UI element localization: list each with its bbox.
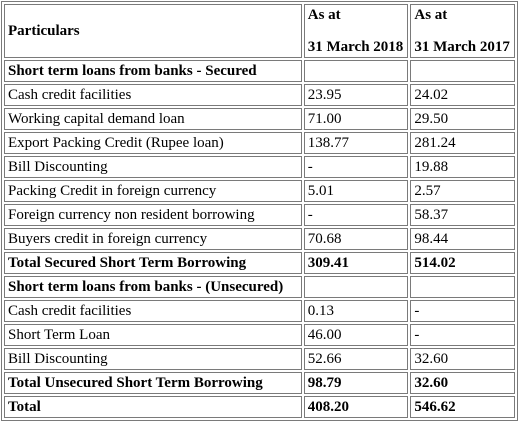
table-body: Particulars As at 31 March 2018 As at 31… [4, 4, 515, 418]
table-row: Export Packing Credit (Rupee loan) 138.77… [4, 132, 515, 154]
value-2017: - [410, 300, 515, 322]
table-row-heading: Total 408.20 546.62 [4, 396, 515, 418]
value-2018: - [303, 156, 409, 178]
table-row: Packing Credit in foreign currency 5.01 2.… [4, 180, 515, 202]
row-label: Total [4, 396, 302, 418]
value-2017: 19.88 [410, 156, 515, 178]
row-label: Cash credit facilities [4, 300, 302, 322]
value-2017: 281.24 [410, 132, 515, 154]
row-label: Working capital demand loan [4, 108, 302, 130]
value-2017: 98.44 [410, 228, 515, 250]
table-row: Working capital demand loan 71.00 29.50 [4, 108, 515, 130]
header-2017: As at 31 March 2017 [410, 4, 515, 58]
value-2017 [410, 276, 515, 298]
value-2018 [303, 60, 409, 82]
table-row: Cash credit facilities 0.13- [4, 300, 515, 322]
value-2018: 52.66 [303, 348, 409, 370]
value-2018: 309.41 [303, 252, 409, 274]
header-2017-line2: 31 March 2017 [414, 39, 510, 55]
value-2018: 71.00 [303, 108, 409, 130]
value-2017 [410, 60, 515, 82]
value-2017: 29.50 [410, 108, 515, 130]
table-row: Short Term Loan 46.00- [4, 324, 515, 346]
row-label: Cash credit facilities [4, 84, 302, 106]
value-2018 [303, 276, 409, 298]
table-row-heading: Short term loans from banks - Secured [4, 60, 515, 82]
table-row: Bill Discounting -19.88 [4, 156, 515, 178]
table-row-heading: Total Unsecured Short Term Borrowing 98.7… [4, 372, 515, 394]
table-row-heading: Short term loans from banks - (Unsecured… [4, 276, 515, 298]
row-label: Bill Discounting [4, 348, 302, 370]
value-2018: 98.79 [303, 372, 409, 394]
table-row: Bill Discounting 52.66 32.60 [4, 348, 515, 370]
value-2017: 32.60 [410, 348, 515, 370]
table-row-heading: Total Secured Short Term Borrowing 309.41… [4, 252, 515, 274]
row-label: Bill Discounting [4, 156, 302, 178]
value-2017: 24.02 [410, 84, 515, 106]
value-2018: 0.13 [303, 300, 409, 322]
value-2018: 408.20 [303, 396, 409, 418]
value-2017: 32.60 [410, 372, 515, 394]
header-2017-line1: As at [414, 7, 448, 23]
row-label: Foreign currency non resident borrowing [4, 204, 302, 226]
header-2018-line2: 31 March 2018 [307, 39, 404, 55]
row-label: Total Unsecured Short Term Borrowing [4, 372, 302, 394]
table-row: Foreign currency non resident borrowing -… [4, 204, 515, 226]
value-2017: 546.62 [410, 396, 515, 418]
value-2018: 46.00 [303, 324, 409, 346]
header-row: Particulars As at 31 March 2018 As at 31… [4, 4, 515, 58]
row-label: Buyers credit in foreign currency [4, 228, 302, 250]
header-2018: As at 31 March 2018 [303, 4, 409, 58]
row-label: Total Secured Short Term Borrowing [4, 252, 302, 274]
value-2018: 138.77 [303, 132, 409, 154]
value-2017: 2.57 [410, 180, 515, 202]
value-2018: 70.68 [303, 228, 409, 250]
row-label: Packing Credit in foreign currency [4, 180, 302, 202]
row-label: Short Term Loan [4, 324, 302, 346]
header-particulars: Particulars [4, 4, 302, 58]
value-2017: 514.02 [410, 252, 515, 274]
value-2017: - [410, 324, 515, 346]
value-2017: 58.37 [410, 204, 515, 226]
table-row: Buyers credit in foreign currency 70.68 98… [4, 228, 515, 250]
value-2018: 23.95 [303, 84, 409, 106]
value-2018: - [303, 204, 409, 226]
row-label: Export Packing Credit (Rupee loan) [4, 132, 302, 154]
header-2018-line1: As at [307, 7, 341, 23]
row-label: Short term loans from banks - Secured [4, 60, 302, 82]
table-row: Cash credit facilities 23.95 24.02 [4, 84, 515, 106]
row-label: Short term loans from banks - (Unsecured… [4, 276, 302, 298]
value-2018: 5.01 [303, 180, 409, 202]
